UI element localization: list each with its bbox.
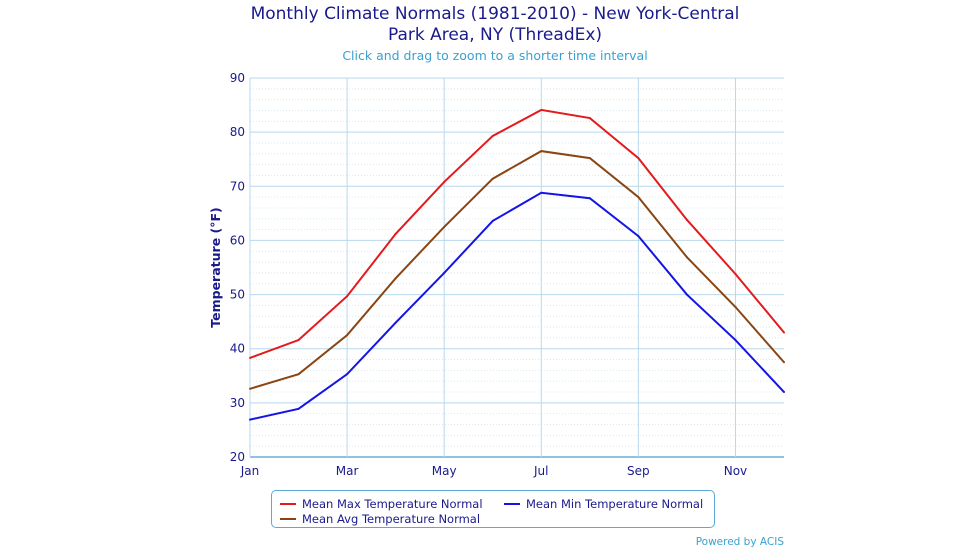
y-tick-label: 90 (230, 71, 245, 85)
legend: Mean Max Temperature Normal Mean Min Tem… (271, 490, 715, 528)
series-line-0 (249, 108, 785, 359)
legend-swatch-min (504, 503, 520, 505)
data-point (346, 295, 349, 298)
data-point (297, 373, 300, 376)
data-point (249, 387, 251, 390)
chart-subtitle: Click and drag to zoom to a shorter time… (342, 48, 648, 63)
chart-title-line-1: Monthly Climate Normals (1981-2010) - Ne… (250, 4, 740, 24)
data-point (540, 191, 543, 194)
data-point (540, 108, 543, 111)
data-point (734, 272, 737, 275)
x-tick-label: Sep (627, 464, 650, 478)
legend-item-max[interactable]: Mean Max Temperature Normal (280, 497, 483, 511)
data-point (685, 218, 688, 221)
data-point (249, 356, 251, 359)
data-point (491, 219, 494, 222)
data-point (394, 321, 397, 324)
y-axis-label: Temperature (°F) (208, 207, 223, 327)
data-point (297, 407, 300, 410)
data-point (685, 293, 688, 296)
data-point (783, 331, 785, 334)
series-line-2 (249, 150, 785, 390)
legend-item-avg[interactable]: Mean Avg Temperature Normal (280, 512, 480, 526)
data-point (297, 339, 300, 342)
data-point (685, 256, 688, 259)
data-point (443, 225, 446, 228)
data-point (443, 180, 446, 183)
y-tick-label: 40 (230, 342, 245, 356)
data-point (346, 373, 349, 376)
chart-title-line-2: Park Area, NY (ThreadEx) (387, 25, 603, 45)
data-point (783, 361, 785, 364)
series-line-1 (249, 191, 785, 421)
data-point (588, 117, 591, 120)
legend-label-avg: Mean Avg Temperature Normal (302, 512, 481, 526)
y-tick-label: 60 (230, 233, 245, 247)
legend-label-min: Mean Min Temperature Normal (526, 497, 704, 511)
data-point (249, 418, 251, 421)
data-point (588, 157, 591, 160)
legend-swatch-max (280, 503, 296, 505)
data-point (394, 232, 397, 235)
data-point (637, 196, 640, 199)
y-tick-label: 80 (230, 125, 245, 139)
y-tick-label: 50 (230, 288, 245, 302)
data-point (491, 134, 494, 137)
y-tick-label: 20 (230, 450, 245, 464)
data-point (394, 277, 397, 280)
data-point (783, 391, 785, 394)
legend-item-min[interactable]: Mean Min Temperature Normal (504, 497, 703, 511)
data-point (588, 197, 591, 200)
data-point (637, 235, 640, 238)
x-tick-label: Jan (240, 464, 260, 478)
legend-label-max: Mean Max Temperature Normal (302, 497, 483, 511)
credit-link[interactable]: Powered by ACIS (695, 536, 784, 548)
y-tick-label: 70 (230, 179, 245, 193)
data-point (346, 334, 349, 337)
x-tick-label: Mar (336, 464, 359, 478)
data-point (491, 177, 494, 180)
data-point (734, 339, 737, 342)
x-tick-label: Nov (724, 464, 747, 478)
x-tick-label: Jul (533, 464, 548, 478)
legend-swatch-avg (280, 518, 296, 520)
y-tick-label: 30 (230, 396, 245, 410)
data-point (540, 150, 543, 153)
data-point (637, 157, 640, 160)
chart-title: Monthly Climate Normals (1981-2010) - Ne… (0, 4, 980, 46)
data-point (734, 306, 737, 309)
x-tick-label: May (432, 464, 457, 478)
data-point (443, 271, 446, 274)
